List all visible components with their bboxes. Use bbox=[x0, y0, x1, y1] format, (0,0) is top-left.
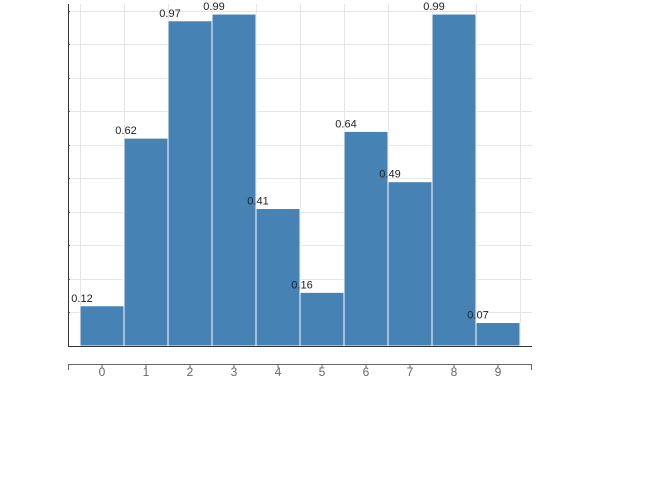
bars bbox=[79, 13, 521, 347]
x-tick-label: 0 bbox=[99, 365, 106, 379]
bar bbox=[431, 13, 477, 347]
bar bbox=[255, 208, 301, 347]
bar bbox=[211, 13, 257, 347]
bar-value-label: 0.64 bbox=[335, 118, 356, 130]
bar-value-label: 0.41 bbox=[247, 196, 268, 208]
x-tick-label: 6 bbox=[363, 365, 370, 379]
x-tick-label: 9 bbox=[495, 365, 502, 379]
x-tick-label: 5 bbox=[319, 365, 326, 379]
x-tick-label: 4 bbox=[275, 365, 282, 379]
bar bbox=[167, 20, 213, 347]
bar bbox=[387, 181, 433, 347]
value-labels: 0.12 0.62 0.97 0.99 0.41 0.16 0.64 0.49 0.99 0.07 bbox=[71, 1, 488, 321]
x-tick-label: 1 bbox=[143, 365, 150, 379]
x-tick-label: 7 bbox=[407, 365, 414, 379]
axes bbox=[68, 4, 532, 370]
x-tick-labels: 0 1 2 3 4 5 6 7 8 9 bbox=[99, 364, 502, 379]
bar bbox=[475, 322, 521, 347]
bar bbox=[299, 291, 345, 347]
x-tick-label: 3 bbox=[231, 365, 238, 379]
x-tick-label: 8 bbox=[451, 365, 458, 379]
bar-value-label: 0.62 bbox=[115, 125, 136, 137]
bar-value-label: 0.07 bbox=[467, 310, 488, 322]
bar-value-label: 0.12 bbox=[71, 293, 92, 305]
bar-value-label: 0.97 bbox=[159, 8, 180, 20]
bar-value-label: 0.16 bbox=[291, 279, 312, 291]
bar bbox=[79, 305, 125, 347]
bar bbox=[123, 137, 169, 347]
bar-value-label: 0.49 bbox=[379, 169, 400, 181]
bar bbox=[343, 130, 389, 347]
x-tick-label: 2 bbox=[187, 365, 194, 379]
bar-value-label: 0.99 bbox=[203, 1, 224, 13]
bar-value-label: 0.99 bbox=[423, 1, 444, 13]
